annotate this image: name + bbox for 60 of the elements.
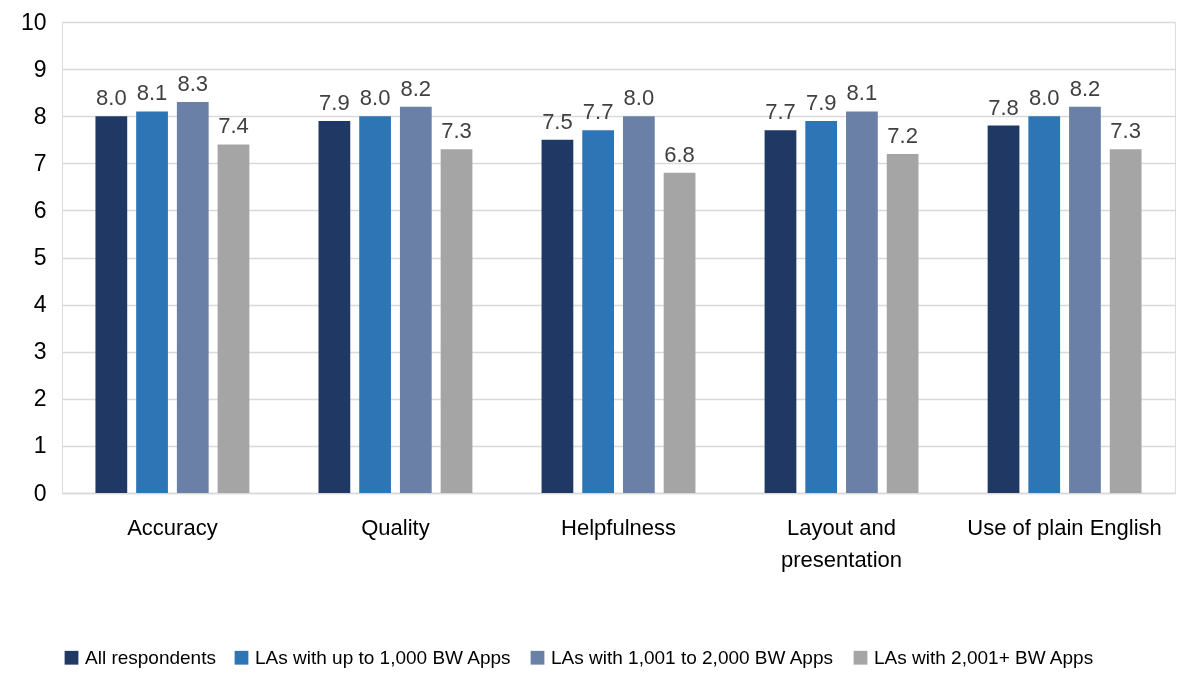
legend-label: LAs with up to 1,000 BW Apps bbox=[255, 646, 511, 668]
bar bbox=[217, 144, 250, 493]
data-label: 8.0 bbox=[96, 85, 127, 111]
data-label: 6.8 bbox=[664, 141, 695, 167]
data-label: 7.9 bbox=[805, 89, 837, 115]
y-tick-label: 1 bbox=[33, 432, 47, 459]
data-label: 7.2 bbox=[887, 122, 918, 148]
data-label: 7.3 bbox=[441, 118, 472, 144]
bar bbox=[805, 120, 838, 493]
y-tick-label: 7 bbox=[33, 149, 47, 176]
data-label: 7.3 bbox=[1110, 118, 1141, 144]
y-tick-label: 4 bbox=[33, 291, 47, 318]
bar bbox=[1069, 106, 1101, 493]
data-label: 8.0 bbox=[1028, 85, 1060, 111]
y-tick-label: 9 bbox=[33, 55, 47, 82]
bar bbox=[764, 130, 797, 493]
data-label: 7.7 bbox=[582, 99, 614, 125]
bar bbox=[987, 125, 1020, 493]
data-label: 7.9 bbox=[319, 89, 350, 115]
bar bbox=[582, 130, 615, 493]
y-tick-label: 6 bbox=[33, 196, 47, 223]
data-label: 8.3 bbox=[177, 71, 209, 97]
y-tick-label: 0 bbox=[33, 479, 47, 506]
y-tick-label: 5 bbox=[33, 244, 47, 270]
data-label: 8.1 bbox=[846, 80, 878, 106]
bar bbox=[399, 106, 432, 493]
data-label: 7.7 bbox=[765, 99, 796, 125]
bar bbox=[359, 116, 391, 493]
bar bbox=[176, 102, 209, 493]
legend-label: LAs with 2,001+ BW Apps bbox=[874, 646, 1094, 668]
data-label: 8.2 bbox=[400, 75, 432, 101]
x-tick-label: Layout and presentation bbox=[781, 514, 903, 572]
data-label: 8.0 bbox=[623, 85, 655, 111]
x-tick-label: Accuracy bbox=[127, 514, 218, 540]
bar bbox=[95, 116, 128, 493]
bar bbox=[622, 116, 655, 493]
data-label: 7.5 bbox=[542, 108, 573, 134]
data-label: 8.1 bbox=[136, 80, 168, 106]
bar bbox=[440, 149, 473, 493]
x-tick-label: Quality bbox=[361, 514, 430, 540]
bar bbox=[541, 139, 574, 493]
bar bbox=[886, 153, 919, 493]
bar bbox=[846, 111, 878, 493]
data-label: 7.4 bbox=[218, 113, 249, 139]
bar bbox=[136, 111, 168, 493]
x-tick-label: Use of plain English bbox=[967, 514, 1162, 540]
bar bbox=[1109, 149, 1142, 493]
data-label: 8.2 bbox=[1069, 75, 1101, 101]
bar bbox=[1028, 116, 1061, 493]
legend-label: LAs with 1,001 to 2,000 BW Apps bbox=[551, 646, 834, 668]
data-label: 7.8 bbox=[988, 94, 1019, 120]
data-label: 8.0 bbox=[359, 85, 391, 111]
bar bbox=[663, 172, 696, 493]
y-tick-label: 3 bbox=[33, 338, 47, 365]
x-tick-label: Helpfulness bbox=[561, 514, 676, 540]
y-tick-label: 10 bbox=[20, 8, 47, 35]
legend-label: All respondents bbox=[85, 646, 216, 668]
y-tick-label: 2 bbox=[33, 385, 47, 412]
y-tick-label: 8 bbox=[33, 102, 47, 129]
bar bbox=[318, 120, 351, 493]
